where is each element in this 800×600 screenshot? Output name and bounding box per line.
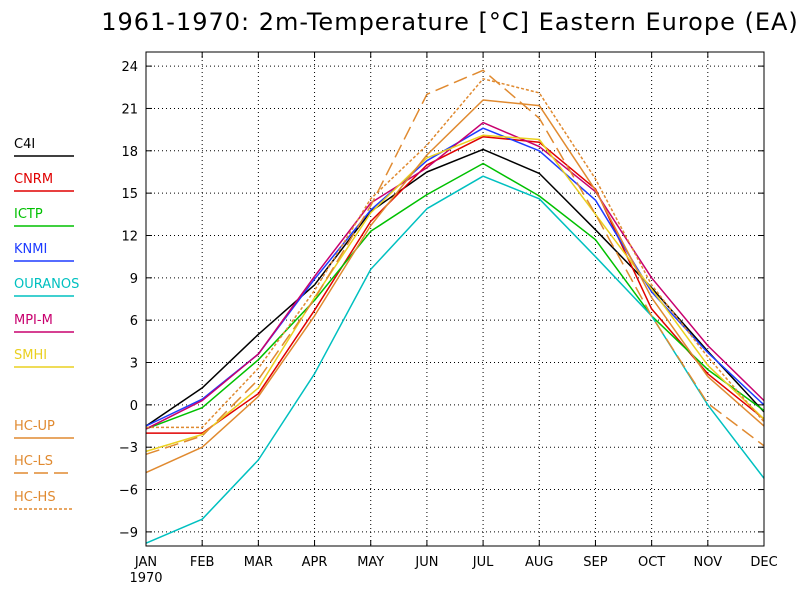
chart-title: 1961-1970: 2m-Temperature [°C] Eastern E…: [101, 8, 799, 36]
series-line-smhi: [145, 134, 765, 453]
y-tick-label: 18: [121, 145, 138, 160]
y-tick-label: 9: [130, 272, 138, 287]
x-tick-label: JAN: [134, 555, 157, 570]
series-line-hc-up: [145, 99, 765, 474]
y-tick-label: 6: [130, 314, 138, 329]
legend-label-hc-ls: HC-LS: [14, 454, 53, 469]
legend-label-ouranos: OURANOS: [14, 277, 79, 292]
x-tick-label: JUL: [472, 555, 494, 570]
x-tick-label: MAY: [357, 555, 384, 570]
y-tick-label: 24: [121, 60, 138, 75]
x-tick-label: OCT: [638, 555, 665, 570]
x-tick-label: DEC: [750, 555, 777, 570]
x-tick-label: MAR: [244, 555, 273, 570]
legend-label-cnrm: CNRM: [14, 172, 53, 187]
legend-label-mpi-m: MPI-M: [14, 313, 53, 328]
series-line-cnrm: [146, 135, 765, 434]
series-line-hc-ls: [145, 69, 765, 456]
x-tick-label: SEP: [583, 555, 607, 570]
y-tick-label: −9: [119, 526, 138, 541]
x-tick-label: JUN: [414, 555, 438, 570]
series-line-knmi: [145, 127, 765, 427]
y-tick-label: −3: [119, 441, 138, 456]
legend-label-hc-hs: HC-HS: [14, 490, 56, 505]
series-layer: [145, 69, 765, 544]
legend-label-ictp: ICTP: [14, 207, 43, 222]
x-year-label: 1970: [129, 571, 162, 586]
y-tick-label: 15: [121, 187, 138, 202]
y-tick-label: 3: [130, 357, 138, 372]
x-tick-label: AUG: [525, 555, 553, 570]
x-tick-label: NOV: [694, 555, 723, 570]
y-tick-label: −6: [119, 484, 138, 499]
legend-label-knmi: KNMI: [14, 242, 47, 257]
series-line-ouranos: [145, 175, 765, 544]
series-line-c4i: [145, 148, 765, 427]
x-tick-label: APR: [302, 555, 328, 570]
x-tick-label: FEB: [190, 555, 215, 570]
grid-lines: [146, 52, 764, 546]
legend-label-hc-up: HC-UP: [14, 419, 55, 434]
y-tick-label: 0: [130, 399, 138, 414]
legend-label-smhi: SMHI: [14, 348, 47, 363]
y-tick-label: 21: [121, 102, 138, 117]
legend-label-c4i: C4I: [14, 137, 35, 152]
series-line-hc-hs: [146, 78, 765, 429]
x-axis: JAN FEB MAR APR MAY JUN JUL AUG SEP OCT NOV DEC 1970: [129, 52, 778, 586]
y-axis: −9 −6 −3 0 3 6 9 12 15 18 21 24: [119, 60, 764, 541]
plot-frame: [145, 51, 765, 547]
legend: C4I CNRM ICTP KNMI OURANOS MPI-M SMHI HC-UP HC-L…: [14, 137, 79, 510]
series-line-mpi-m: [145, 121, 765, 430]
series-line-ictp: [145, 162, 765, 430]
y-tick-label: 12: [121, 229, 138, 244]
